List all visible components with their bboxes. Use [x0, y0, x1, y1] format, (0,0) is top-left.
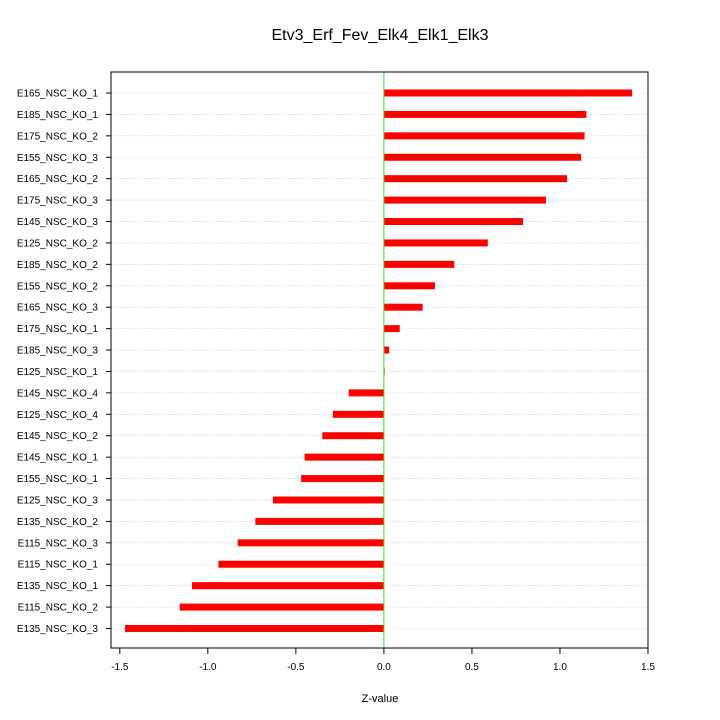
y-tick-label: E165_NSC_KO_2: [17, 174, 99, 185]
y-tick-label: E155_NSC_KO_1: [17, 474, 99, 485]
bar: [348, 389, 384, 397]
y-tick-label: E115_NSC_KO_2: [18, 603, 99, 614]
y-tick-label: E155_NSC_KO_3: [17, 153, 99, 164]
bar: [179, 603, 384, 611]
y-tick-label: E145_NSC_KO_2: [17, 431, 99, 442]
y-tick-label: E145_NSC_KO_1: [17, 453, 99, 464]
bars: [125, 89, 633, 632]
x-tick-label: -1.0: [199, 662, 217, 673]
bar: [383, 282, 435, 290]
bar: [322, 432, 384, 440]
y-tick-label: E145_NSC_KO_3: [17, 217, 99, 228]
bar: [218, 560, 384, 568]
y-tick-label: E125_NSC_KO_3: [17, 495, 99, 506]
chart-title: Etv3_Erf_Fev_Elk4_Elk1_Elk3: [272, 27, 489, 44]
bar: [304, 453, 384, 461]
y-tick-label: E165_NSC_KO_3: [17, 303, 99, 314]
x-tick-label: -0.5: [287, 662, 305, 673]
y-tick-label: E125_NSC_KO_2: [17, 238, 99, 249]
y-tick-label: E175_NSC_KO_1: [17, 324, 99, 335]
y-tick-labels: E165_NSC_KO_1 E185_NSC_KO_1 E175_NSC_KO_2 E…: [17, 89, 111, 635]
bar: [383, 196, 546, 204]
y-tick-label: E185_NSC_KO_1: [17, 110, 99, 121]
bar: [191, 582, 384, 590]
bar: [383, 239, 488, 247]
bar: [383, 89, 633, 97]
grid-lines: [111, 92, 648, 629]
y-tick-label: E165_NSC_KO_1: [17, 89, 99, 100]
bar: [383, 218, 523, 226]
y-tick-label: E125_NSC_KO_1: [17, 367, 99, 378]
bar: [383, 153, 582, 161]
x-tick-label: 1.0: [553, 662, 567, 673]
y-tick-label: E135_NSC_KO_1: [17, 581, 99, 592]
y-tick-label: E175_NSC_KO_3: [17, 196, 99, 207]
y-tick-label: E135_NSC_KO_3: [17, 624, 99, 635]
bar: [125, 625, 384, 632]
bar: [301, 475, 384, 483]
y-tick-label: E125_NSC_KO_4: [17, 410, 99, 421]
bar: [383, 260, 455, 268]
x-tick-label: 1.5: [641, 662, 655, 673]
x-tick-label: 0.0: [377, 662, 391, 673]
y-tick-label: E185_NSC_KO_2: [17, 260, 99, 271]
bar: [383, 346, 390, 354]
x-tick-label: -1.5: [111, 662, 129, 673]
bar: [332, 410, 384, 418]
x-axis: -1.5 -1.0 -0.5 0.0 0.5 1.0 1.5: [111, 647, 655, 673]
y-tick-label: E115_NSC_KO_3: [18, 538, 99, 549]
bar: [237, 539, 384, 547]
x-axis-label: Z-value: [362, 693, 399, 705]
y-tick-label: E175_NSC_KO_2: [17, 131, 99, 142]
bar: [383, 303, 423, 311]
y-tick-label: E155_NSC_KO_2: [17, 281, 99, 292]
bar: [383, 175, 568, 183]
y-tick-label: E135_NSC_KO_2: [17, 517, 99, 528]
bar: [383, 132, 585, 140]
bar: [272, 496, 384, 504]
x-tick-label: 0.5: [465, 662, 479, 673]
bar: [255, 517, 384, 525]
y-tick-label: E115_NSC_KO_1: [18, 560, 99, 571]
bar: [383, 325, 400, 333]
bar: [383, 110, 587, 118]
y-tick-label: E145_NSC_KO_4: [17, 388, 99, 399]
y-tick-label: E185_NSC_KO_3: [17, 346, 99, 357]
